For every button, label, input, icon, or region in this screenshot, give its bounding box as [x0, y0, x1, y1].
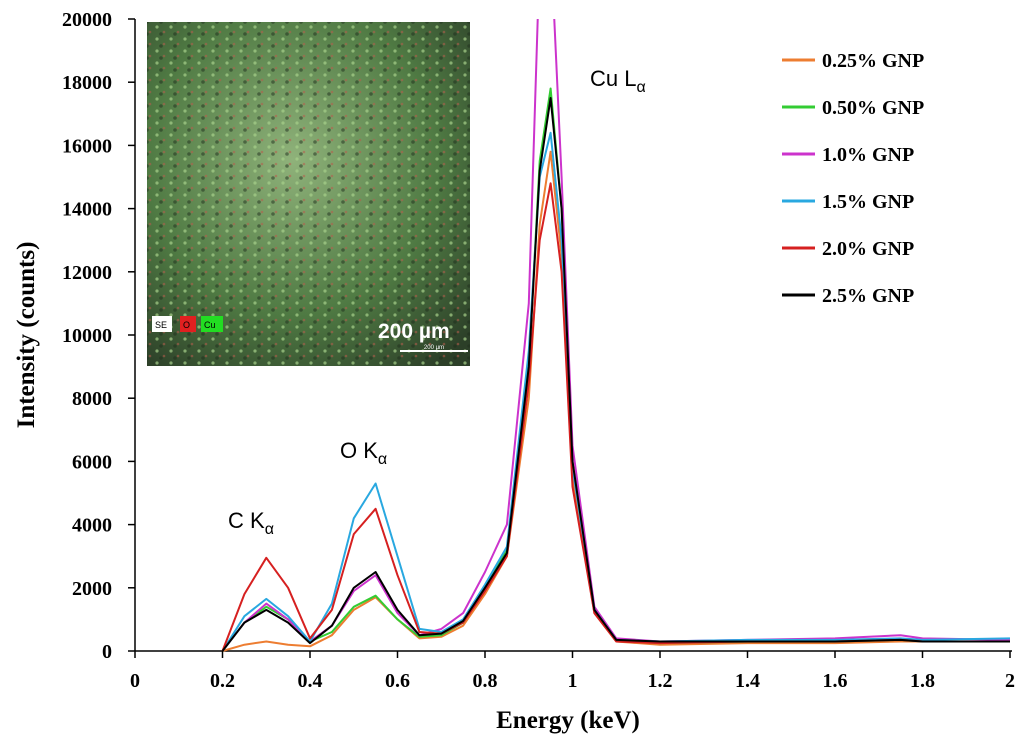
y-tick-label: 0	[102, 641, 112, 663]
peak-annotation: Cu Lα	[590, 66, 646, 96]
map-label: Cu	[204, 320, 216, 330]
x-tick-label: 1	[568, 670, 578, 692]
peak-subscript: α	[636, 79, 645, 96]
y-tick-label: 12000	[62, 262, 112, 284]
y-tick-label: 2000	[72, 578, 112, 600]
peak-label: O K	[340, 438, 378, 463]
y-tick-label: 8000	[72, 388, 112, 410]
y-tick-label: 6000	[72, 451, 112, 473]
legend-label: 0.50% GNP	[822, 97, 924, 119]
peak-annotation: C Kα	[228, 508, 274, 538]
y-tick-label: 16000	[62, 135, 112, 157]
legend-label: 2.0% GNP	[822, 238, 914, 260]
x-tick-label: 1.6	[823, 670, 848, 692]
x-tick-label: 1.4	[735, 670, 760, 692]
x-axis-title: Energy (keV)	[496, 707, 640, 734]
legend-label: 2.5% GNP	[822, 285, 914, 307]
y-tick-label: 14000	[62, 199, 112, 221]
sem-texture	[147, 22, 470, 366]
peak-subscript: α	[378, 451, 387, 468]
peak-annotation: O Kα	[340, 438, 387, 468]
legend-label: 0.25% GNP	[822, 50, 924, 72]
chart: SE O Cu 200 µm 200 µm Energy (keV) Inten…	[0, 0, 1021, 736]
map-label: SE	[155, 320, 167, 330]
scale-small: 200 µm	[424, 345, 444, 351]
scale-label: 200 µm	[378, 320, 450, 343]
x-tick-label: 0.6	[385, 670, 410, 692]
x-tick-label: 0.2	[210, 670, 235, 692]
x-tick-label: 2	[1005, 670, 1015, 692]
y-tick-label: 4000	[72, 515, 112, 537]
peak-label: C K	[228, 508, 265, 533]
legend-label: 1.5% GNP	[822, 191, 914, 213]
y-tick-label: 18000	[62, 72, 112, 94]
x-tick-label: 1.2	[648, 670, 673, 692]
x-tick-label: 0.4	[298, 670, 323, 692]
page: {"chart_data": {"type": "line", "x_label…	[0, 0, 1021, 736]
peak-subscript: α	[265, 521, 274, 538]
y-tick-label: 20000	[62, 9, 112, 31]
y-axis-title: Intensity (counts)	[13, 242, 40, 429]
y-tick-label: 10000	[62, 325, 112, 347]
x-tick-label: 0	[130, 670, 140, 692]
peak-label: Cu L	[590, 66, 636, 91]
legend-label: 1.0% GNP	[822, 144, 914, 166]
map-label: O	[183, 320, 190, 330]
x-tick-label: 0.8	[473, 670, 498, 692]
inset-image: SE O Cu 200 µm 200 µm	[147, 22, 470, 366]
x-tick-label: 1.8	[910, 670, 935, 692]
